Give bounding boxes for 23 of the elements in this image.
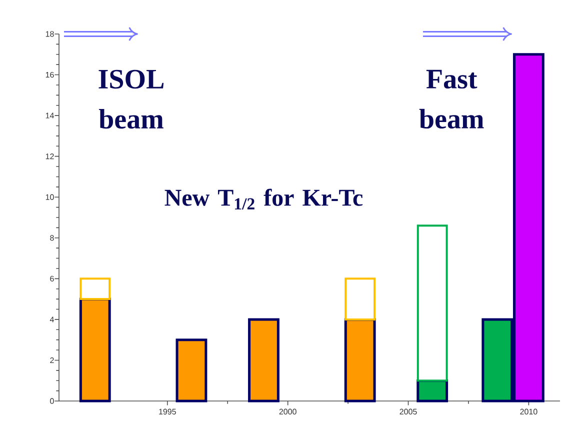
x-tick-label: 2000 — [279, 408, 296, 414]
bar — [344, 318, 376, 402]
y-tick-label: 16 — [46, 72, 54, 78]
x-tick-label: 1995 — [159, 408, 176, 414]
y-tick-label: 4 — [50, 316, 54, 322]
bar — [79, 298, 111, 402]
y-tick-label: 0 — [50, 398, 54, 404]
annotation: ISOL beam — [98, 70, 164, 129]
y-tick-label: 6 — [50, 276, 54, 282]
bar — [176, 338, 208, 402]
x-tick-label: 2010 — [520, 408, 538, 414]
annotation: New T$_{1/2}$ for Kr-Tc — [164, 188, 363, 210]
y-tick-label: 18 — [46, 31, 54, 37]
bar — [80, 278, 111, 300]
y-tick-label: 10 — [46, 194, 54, 200]
annotation: Fast beam — [419, 70, 484, 129]
x-tick-label: 2005 — [400, 408, 417, 414]
y-tick-label: 14 — [46, 112, 54, 118]
y-tick-label: 8 — [50, 235, 54, 241]
bar — [248, 318, 280, 402]
y-tick-label: 2 — [50, 357, 54, 364]
y-tick-label: 12 — [46, 154, 54, 160]
bar — [344, 278, 376, 320]
